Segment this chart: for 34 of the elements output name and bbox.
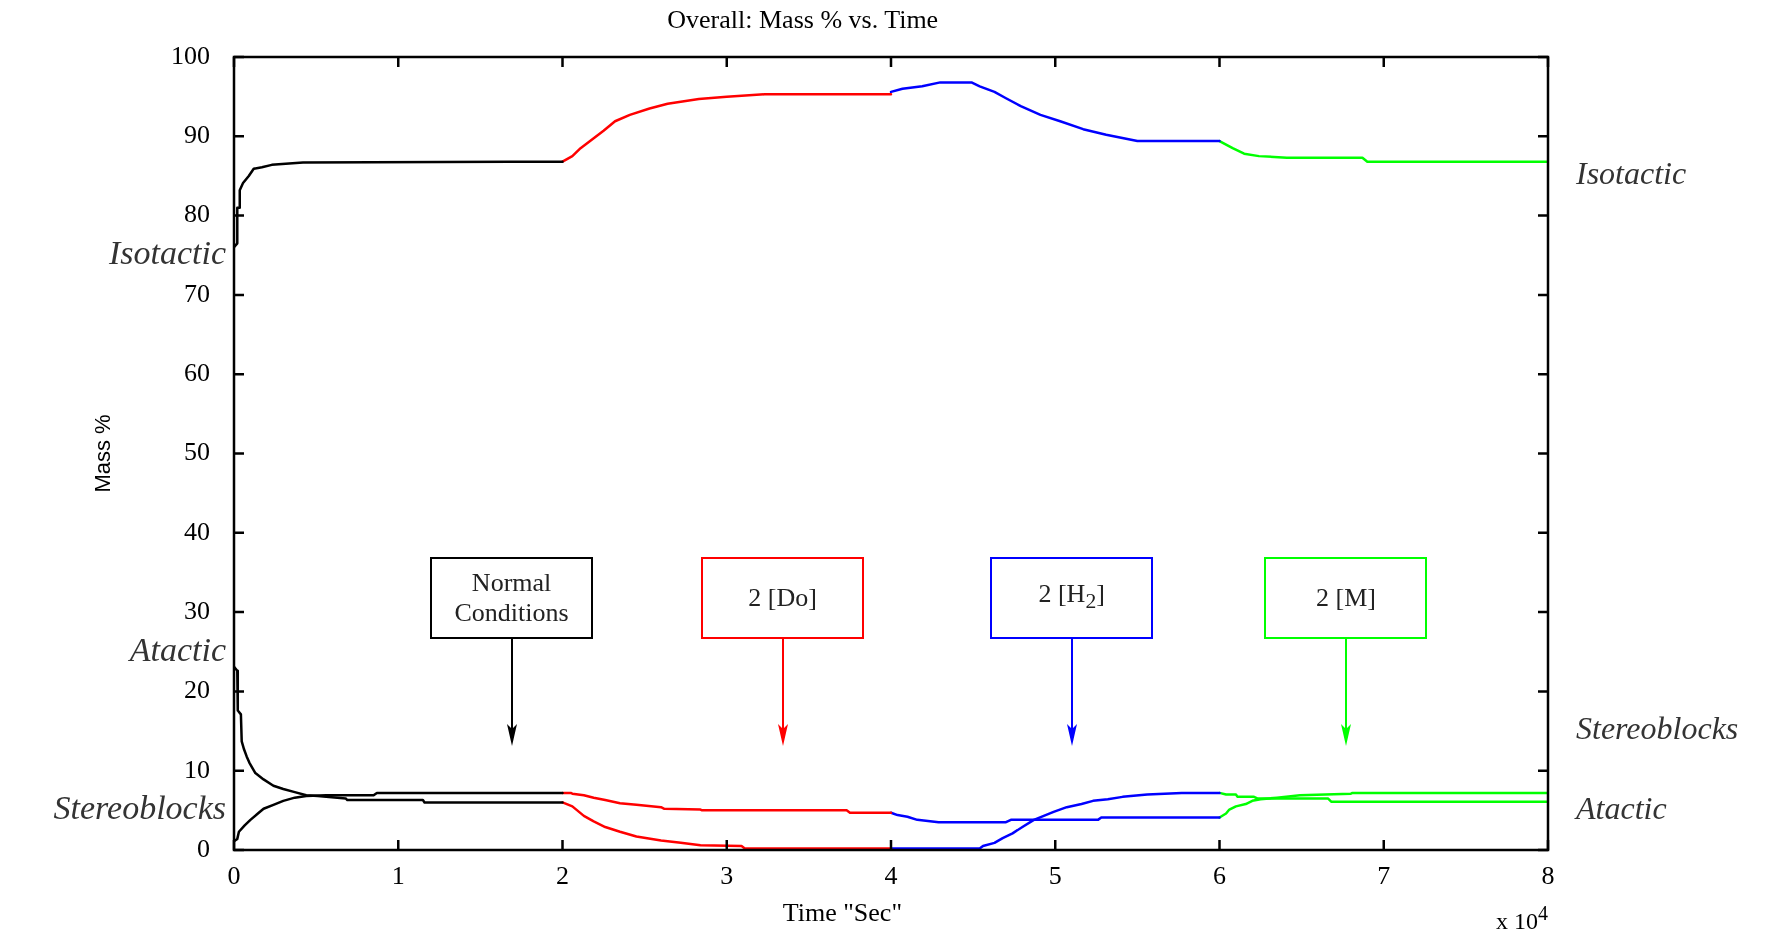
x-tick-label: 8 bbox=[1541, 861, 1555, 891]
x-tick-label: 1 bbox=[391, 861, 405, 891]
x-axis-title: Time "Sec" bbox=[782, 897, 903, 927]
x-tick-label: 4 bbox=[884, 861, 898, 891]
series-label: Stereoblocks bbox=[1576, 710, 1739, 747]
series-label: Atactic bbox=[127, 630, 227, 668]
y-tick-label: 20 bbox=[184, 675, 210, 705]
x-tick-label: 7 bbox=[1377, 861, 1391, 891]
series-label: Isotactic bbox=[107, 234, 226, 272]
y-axis-title: Mass % bbox=[90, 414, 116, 493]
series-label: Isotactic bbox=[1575, 155, 1687, 192]
annotation: 2 [M] bbox=[1316, 583, 1376, 613]
y-tick-label: 60 bbox=[184, 358, 210, 388]
y-tick-label: 70 bbox=[184, 278, 210, 308]
annotation: 2 [H$_{2}$] bbox=[1038, 579, 1105, 616]
x-tick-label: 0 bbox=[227, 861, 241, 891]
x-tick-label: 2 bbox=[556, 861, 569, 891]
y-tick-label: 80 bbox=[184, 199, 210, 229]
series-label: Atactic bbox=[1574, 789, 1667, 826]
y-tick-label: 100 bbox=[171, 40, 210, 70]
y-tick-label: 50 bbox=[184, 437, 210, 467]
y-tick-label: 40 bbox=[184, 516, 210, 546]
text: x 10$^{4}$ bbox=[1496, 902, 1548, 934]
x-tick-label: 5 bbox=[1048, 861, 1062, 891]
annotation: 2 [Do] bbox=[748, 583, 817, 613]
x-tick-label: 3 bbox=[720, 861, 734, 891]
series-label: Stereoblocks bbox=[53, 789, 227, 827]
y-tick-label: 90 bbox=[184, 120, 210, 150]
y-tick-label: 0 bbox=[197, 833, 210, 863]
y-tick-label: 30 bbox=[184, 595, 210, 625]
chart-title: Overall: Mass % vs. Time bbox=[667, 4, 939, 34]
y-tick-label: 10 bbox=[184, 754, 210, 784]
x-tick-label: 6 bbox=[1213, 861, 1226, 891]
annotation: Normal Conditions bbox=[453, 568, 570, 628]
